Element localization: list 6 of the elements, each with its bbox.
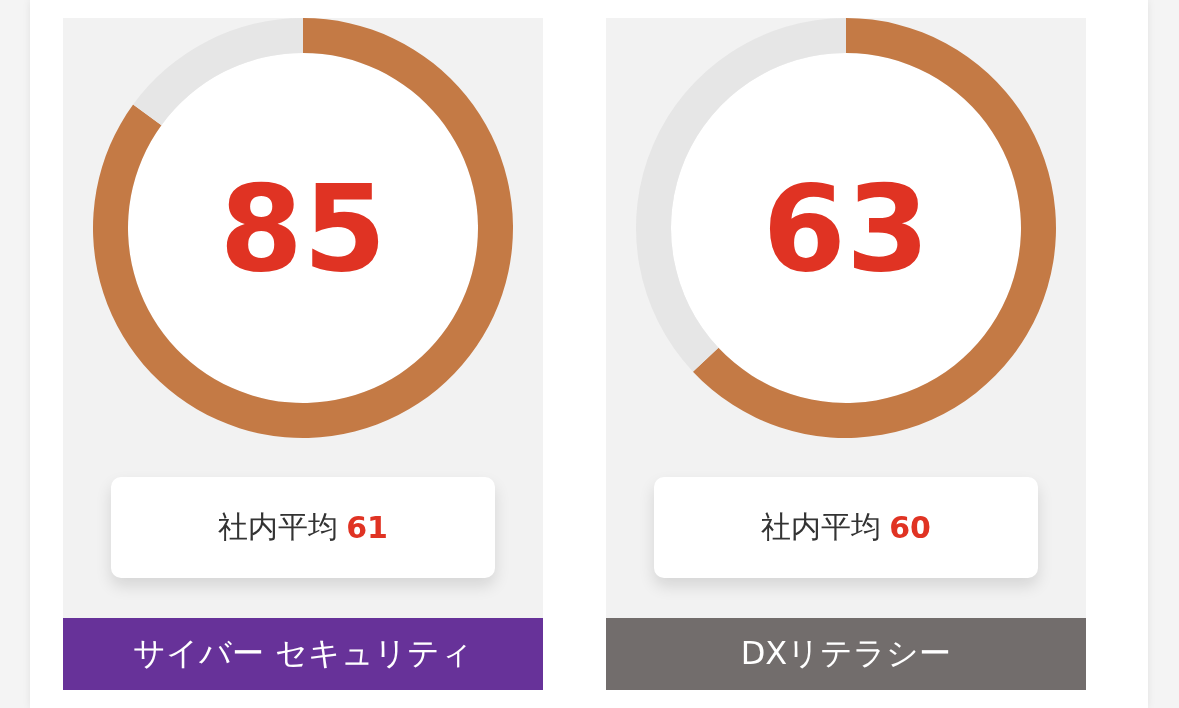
text: 社内平均 60 [761,508,931,547]
text: 社内平均 61 [218,508,388,547]
text: DXリテラシー [606,618,1086,690]
text: サイバー セキュリティ [63,618,543,690]
text: 85 [219,158,387,298]
text: 63 [762,158,930,298]
